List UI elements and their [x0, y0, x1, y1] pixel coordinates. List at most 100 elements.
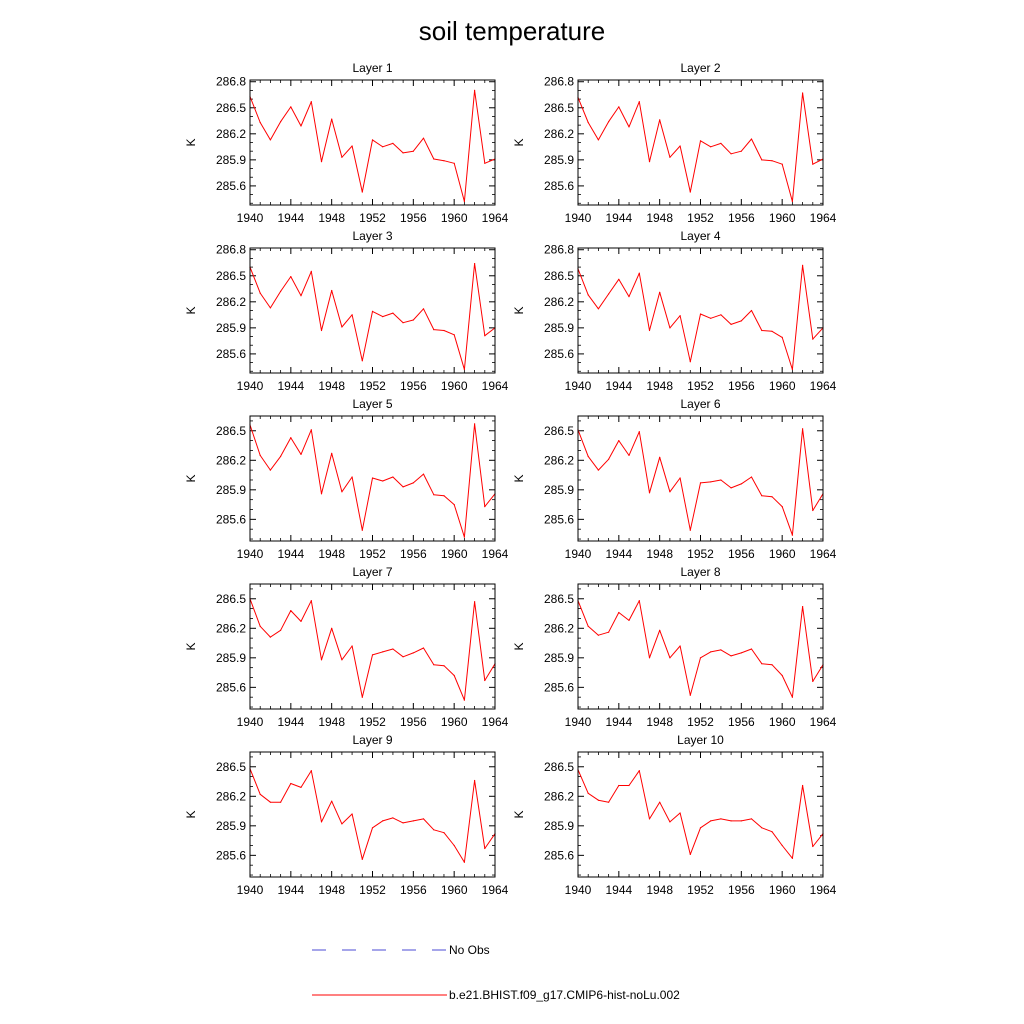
- data-point: [669, 156, 671, 158]
- data-point: [269, 801, 271, 803]
- data-point: [689, 529, 691, 531]
- y-tick-label: 285.6: [544, 680, 574, 694]
- plot-frame: [577, 415, 824, 542]
- x-tick-label: 1940: [237, 211, 264, 225]
- data-point: [392, 476, 394, 478]
- y-tick-label: 286.2: [544, 295, 574, 309]
- data-point: [484, 847, 486, 850]
- data-point: [628, 454, 630, 456]
- panel-layer-10: Layer 10 K 1940 1944 1948 1952 1956 1960 1964 285…: [512, 733, 837, 897]
- y-tick-label: 286.8: [544, 75, 574, 89]
- data-point: [300, 620, 302, 623]
- y-tick-label: 286.2: [544, 789, 574, 803]
- y-tick-label: 285.9: [544, 321, 574, 335]
- data-point: [463, 368, 465, 371]
- data-point: [750, 818, 753, 820]
- data-point: [638, 600, 640, 602]
- data-point: [699, 313, 702, 315]
- y-tick-label: 285.6: [216, 848, 246, 862]
- data-point: [812, 338, 814, 340]
- x-tick-label: 1964: [810, 715, 837, 729]
- y-tick-label: 286.2: [544, 127, 574, 141]
- series-points: [577, 92, 824, 203]
- y-axis-label: K: [512, 642, 526, 650]
- panel-layer-4: Layer 4 K 1940 1944 1948 1952 1956 1960 1964 285.…: [512, 229, 837, 393]
- plot-frame: [249, 751, 496, 878]
- data-point: [443, 329, 445, 332]
- data-point: [412, 482, 414, 484]
- data-point: [679, 812, 681, 814]
- y-tick-label: 285.6: [216, 179, 246, 193]
- panel-title: Layer 8: [680, 565, 720, 579]
- y-tick-label: 286.5: [216, 269, 246, 283]
- data-point: [679, 645, 681, 647]
- data-point: [699, 657, 702, 659]
- data-point: [280, 455, 282, 457]
- data-point: [699, 827, 702, 829]
- x-tick-label: 1960: [441, 547, 468, 561]
- data-point: [422, 818, 425, 820]
- data-point: [422, 137, 425, 139]
- y-axis-label: K: [184, 474, 198, 482]
- data-point: [781, 336, 783, 338]
- series-points: [249, 89, 496, 203]
- minor-ticks: [250, 248, 495, 373]
- data-point: [710, 820, 712, 822]
- data-point: [628, 126, 630, 128]
- y-tick-label: 286.8: [544, 243, 574, 257]
- legend-entry: No Obs: [312, 943, 490, 957]
- y-axis-label: K: [512, 138, 526, 146]
- data-point: [730, 487, 732, 489]
- x-tick-label: 1952: [687, 715, 714, 729]
- data-point: [463, 536, 465, 538]
- data-point: [341, 326, 343, 328]
- data-point: [280, 801, 282, 803]
- y-tick-label: 286.5: [216, 760, 246, 774]
- x-tick-label: 1940: [565, 211, 592, 225]
- data-point: [310, 270, 312, 272]
- data-point: [392, 817, 394, 819]
- data-point: [259, 793, 261, 795]
- y-tick-label: 286.2: [216, 453, 246, 467]
- y-tick-label: 285.6: [216, 512, 246, 526]
- data-point: [730, 655, 732, 657]
- y-tick-label: 285.9: [216, 321, 246, 335]
- panel-layer-9: Layer 9 K 1940 1944 1948 1952 1956 1960 1964 285.…: [184, 733, 509, 897]
- data-point: [402, 486, 404, 488]
- data-point: [484, 335, 486, 337]
- minor-ticks: [578, 752, 823, 877]
- data-point: [669, 821, 671, 823]
- x-tick-label: 1940: [237, 379, 264, 393]
- data-point: [474, 263, 476, 265]
- y-tick-label: 286.8: [216, 75, 246, 89]
- data-point: [750, 648, 753, 650]
- data-point: [628, 619, 630, 622]
- panel-title: Layer 6: [680, 397, 720, 411]
- legend-label: No Obs: [449, 943, 490, 957]
- plot-frame: [577, 751, 824, 878]
- data-point: [638, 431, 640, 433]
- data-point: [659, 119, 661, 121]
- x-tick-label: 1940: [565, 883, 592, 897]
- data-point: [608, 631, 610, 633]
- data-point: [761, 329, 763, 332]
- data-point: [331, 452, 333, 454]
- data-point: [392, 648, 394, 650]
- minor-ticks: [578, 248, 823, 373]
- y-tick-label: 285.9: [544, 819, 574, 833]
- data-point: [669, 657, 671, 659]
- series-points: [577, 600, 824, 698]
- y-tick-label: 286.5: [216, 101, 246, 115]
- panel-layer-7: Layer 7 K 1940 1944 1948 1952 1956 1960 1964 285.…: [184, 565, 509, 729]
- data-point: [750, 138, 753, 140]
- data-point: [710, 317, 712, 319]
- data-point: [484, 679, 486, 682]
- x-tick-label: 1944: [605, 883, 632, 897]
- data-point: [453, 844, 455, 847]
- data-point: [608, 458, 610, 460]
- data-point: [361, 696, 363, 698]
- data-point: [320, 821, 323, 823]
- y-tick-label: 285.6: [544, 512, 574, 526]
- data-point: [648, 657, 651, 659]
- data-point: [320, 161, 323, 163]
